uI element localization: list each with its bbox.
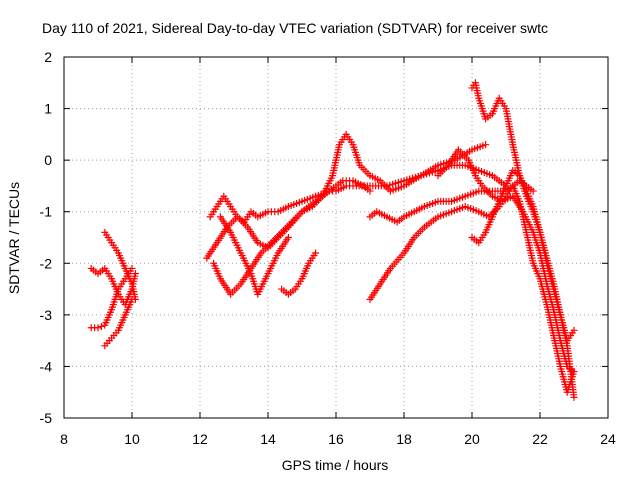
data-point — [312, 249, 320, 257]
x-tick-label: 22 — [532, 431, 548, 447]
y-tick-label: -2 — [40, 255, 53, 271]
data-point — [128, 295, 136, 303]
x-tick-label: 24 — [600, 431, 616, 447]
x-axis-label: GPS time / hours — [282, 457, 389, 473]
x-tick-label: 10 — [124, 431, 140, 447]
x-tick-label: 18 — [396, 431, 412, 447]
y-tick-label: 1 — [44, 101, 52, 117]
x-tick-label: 20 — [464, 431, 480, 447]
series-arc-14 — [468, 166, 578, 401]
data-point — [97, 322, 105, 330]
data-point — [131, 270, 139, 278]
data-point — [366, 187, 374, 195]
data-point — [529, 187, 537, 195]
x-tick-labels: 8 10 12 14 16 18 20 22 24 — [60, 431, 616, 447]
y-tick-labels: -5 -4 -3 -2 -1 0 1 2 — [40, 49, 53, 426]
data-point — [482, 141, 490, 149]
chart-title: Day 110 of 2021, Sidereal Day-to-day VTE… — [42, 20, 548, 36]
x-tick-label: 8 — [60, 431, 68, 447]
data-point — [570, 326, 578, 334]
x-tick-label: 12 — [192, 431, 208, 447]
y-tick-label: -3 — [40, 307, 53, 323]
y-tick-label: 2 — [44, 49, 52, 65]
data-point — [284, 234, 292, 241]
series-arc-4 — [101, 295, 136, 350]
series-arc-9 — [278, 249, 320, 298]
y-axis-label: SDTVAR / TECUs — [6, 182, 22, 294]
data-points — [87, 79, 578, 401]
x-tick-label: 16 — [328, 431, 344, 447]
series-arc-6 — [203, 177, 374, 262]
x-tick-label: 14 — [260, 431, 276, 447]
y-tick-label: -1 — [40, 204, 53, 220]
series-arc-8 — [216, 213, 292, 298]
y-tick-label: 0 — [44, 152, 52, 168]
y-tick-label: -4 — [40, 358, 53, 374]
axis-ticks — [63, 56, 609, 419]
data-point — [570, 393, 578, 401]
y-tick-label: -5 — [40, 410, 53, 426]
data-point — [128, 264, 136, 272]
data-point — [94, 324, 102, 332]
series-arc-3 — [87, 264, 136, 332]
